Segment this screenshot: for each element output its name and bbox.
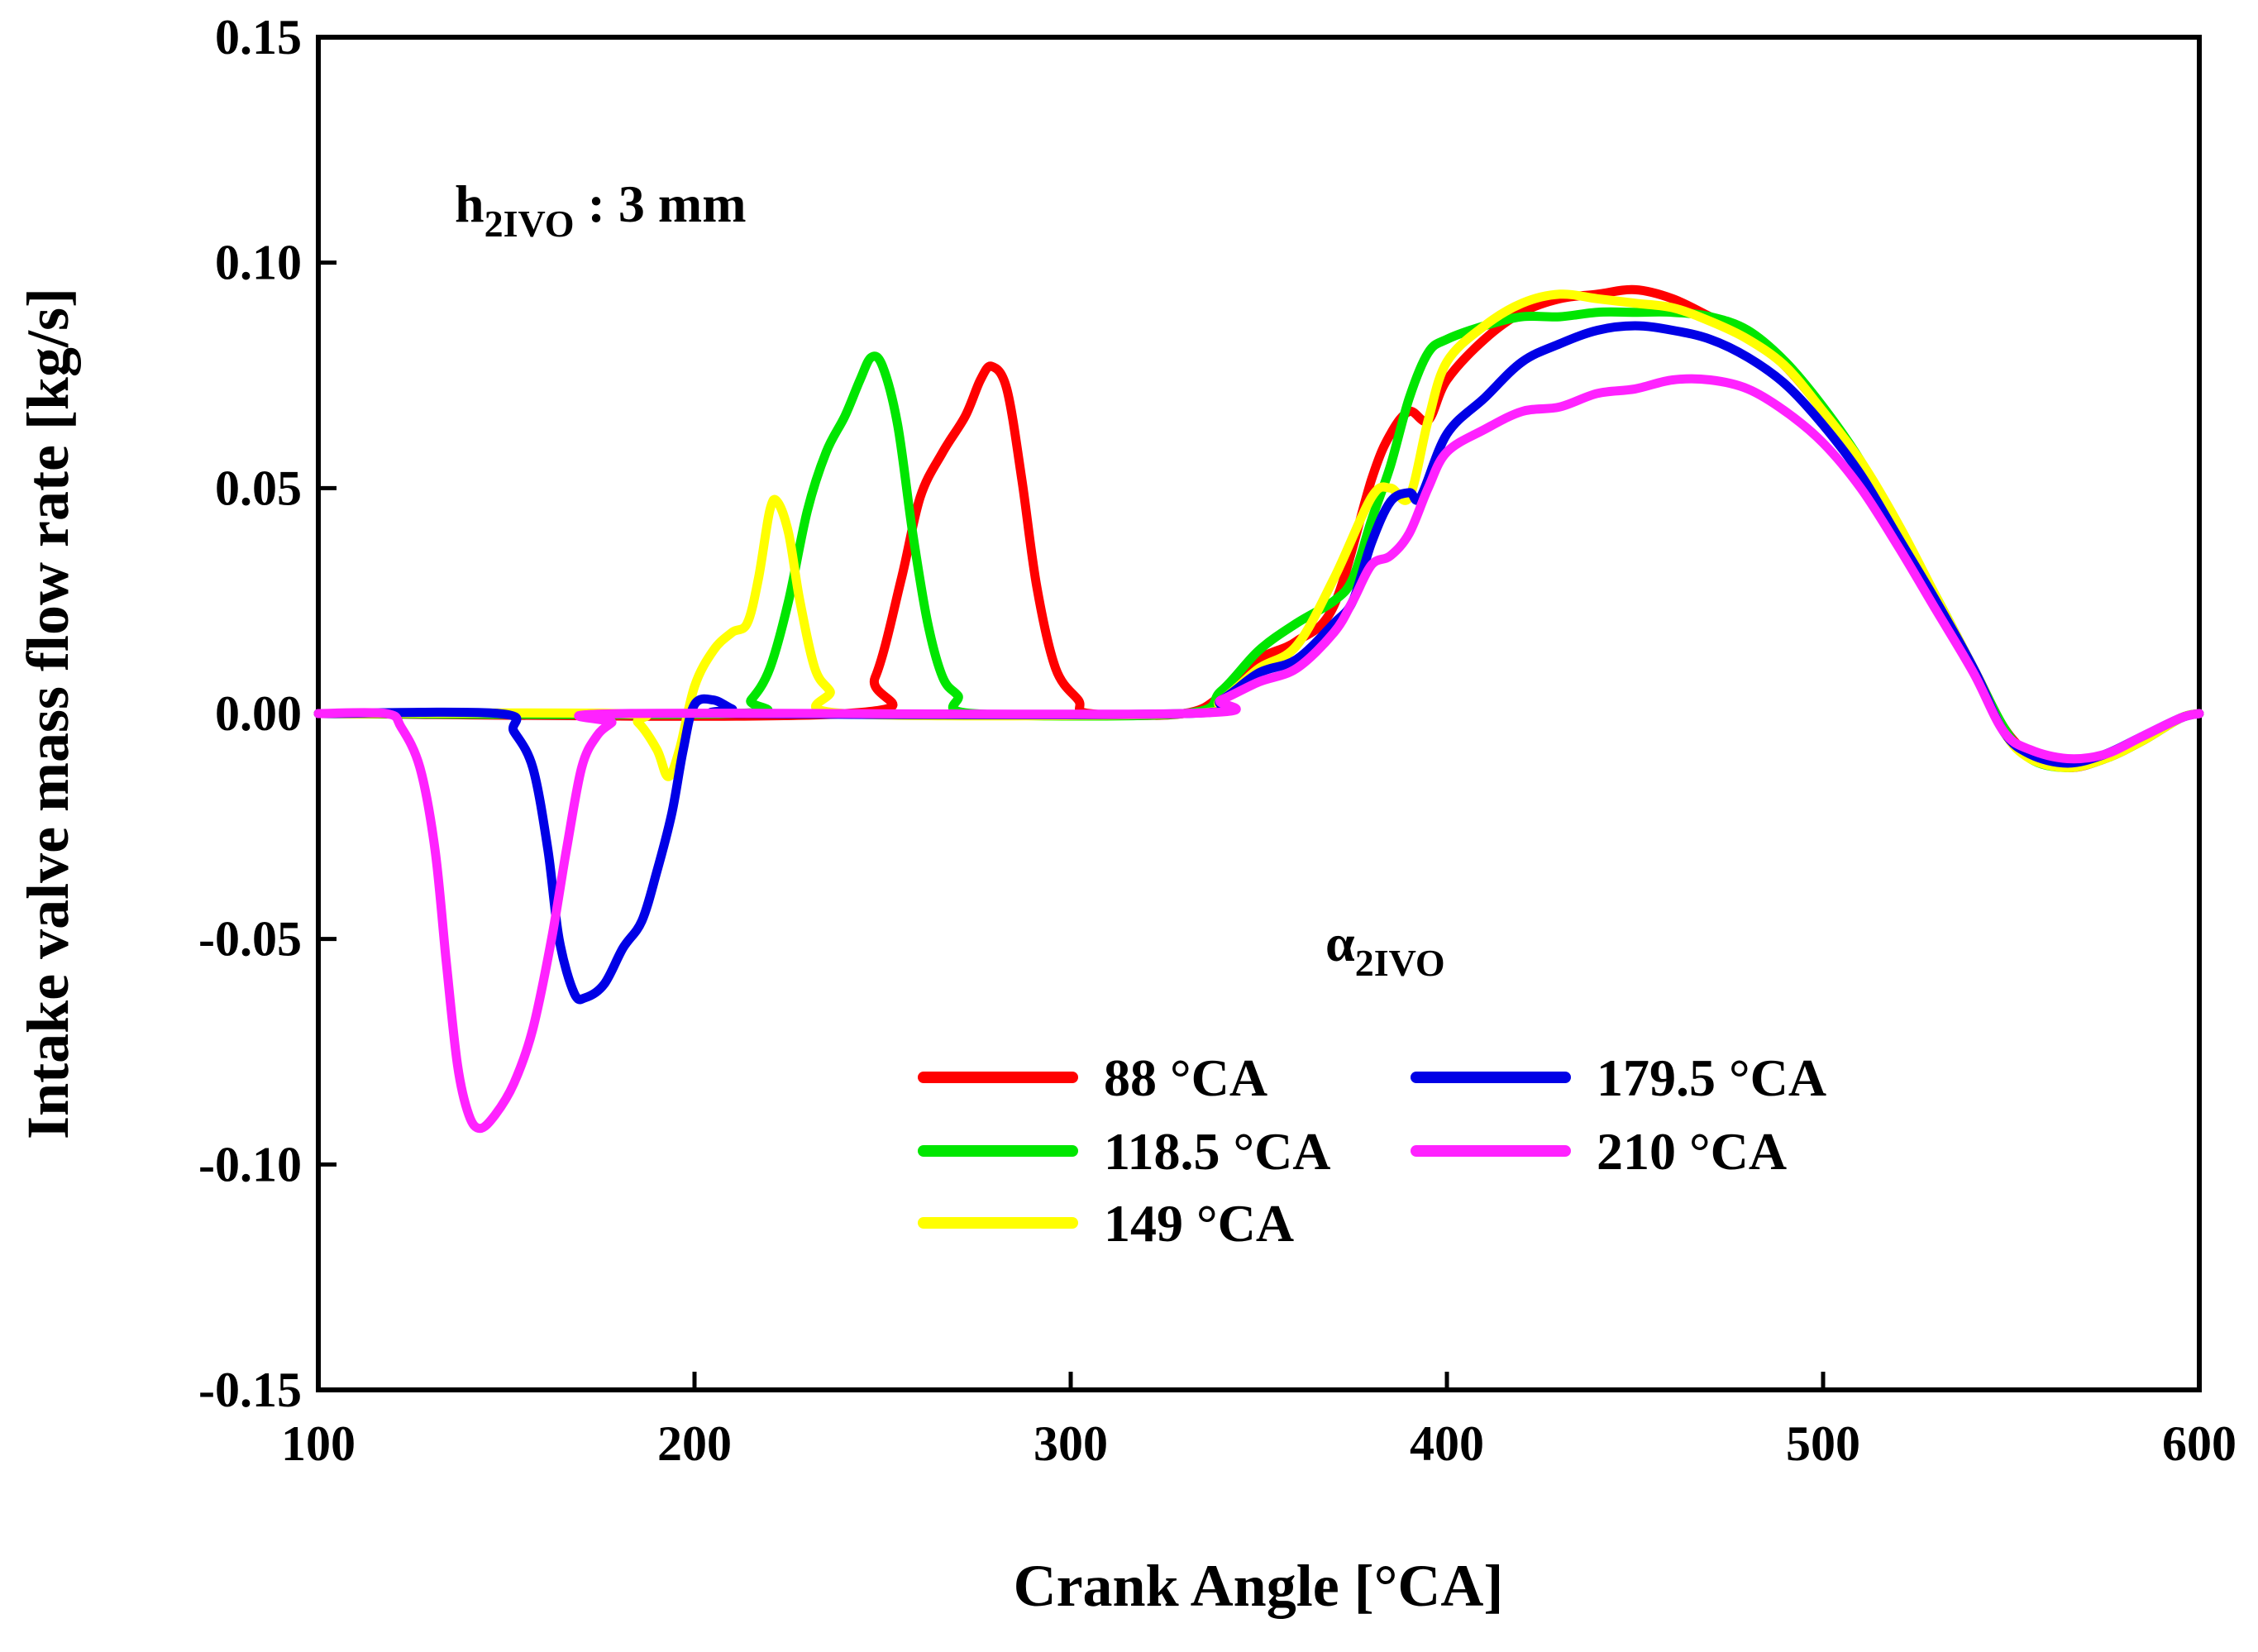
x-tick-label: 400 [1410, 1416, 1484, 1471]
lift-annotation-rest: : 3 mm [575, 174, 747, 233]
ticks-layer: 100 200 300 400 500 600 0.15 0.10 0.05 0.00 -0.05 -… [198, 10, 2237, 1471]
series-line-5 [313, 374, 2204, 1134]
y-tick-label: -0.10 [198, 1137, 302, 1191]
y-tick-label: -0.05 [198, 912, 302, 967]
series-line-3 [313, 289, 2204, 781]
legend-label-2: 118.5 °CA [1104, 1122, 1331, 1181]
x-tick-label: 500 [1786, 1416, 1860, 1471]
y-tick-label: 0.15 [215, 10, 302, 64]
legend-label-1: 88 °CA [1104, 1048, 1267, 1107]
x-tick-label: 300 [1034, 1416, 1108, 1471]
series-layer [313, 284, 2204, 1134]
y-tick-label: 0.05 [215, 461, 302, 515]
legend-label-5: 210 °CA [1597, 1122, 1787, 1181]
legend-label-4: 179.5 °CA [1597, 1048, 1826, 1107]
legend-title-base: α [1325, 914, 1355, 972]
lift-annotation-base: h [455, 174, 485, 233]
y-axis-title: Intake valve mass flow rate [kg/s] [15, 288, 81, 1139]
y-tick-label: 0.10 [215, 236, 302, 290]
x-tick-label: 600 [2162, 1416, 2237, 1471]
legend-title: α2IVO [1325, 914, 1445, 984]
y-tick-label: -0.15 [198, 1363, 302, 1417]
y-tick-label: 0.00 [215, 686, 302, 741]
lift-annotation: h2IVO : 3 mm [455, 174, 747, 245]
x-tick-label: 100 [281, 1416, 356, 1471]
x-axis-title: Crank Angle [°CA] [1014, 1553, 1504, 1619]
legend-title-sub: 2IVO [1355, 942, 1445, 984]
legend-label-3: 149 °CA [1104, 1194, 1294, 1253]
legend: 88 °CA 118.5 °CA 149 °CA 179.5 °CA 210 °CA [918, 1048, 1826, 1253]
lift-annotation-sub: 2IVO [485, 203, 575, 245]
x-tick-label: 200 [657, 1416, 732, 1471]
